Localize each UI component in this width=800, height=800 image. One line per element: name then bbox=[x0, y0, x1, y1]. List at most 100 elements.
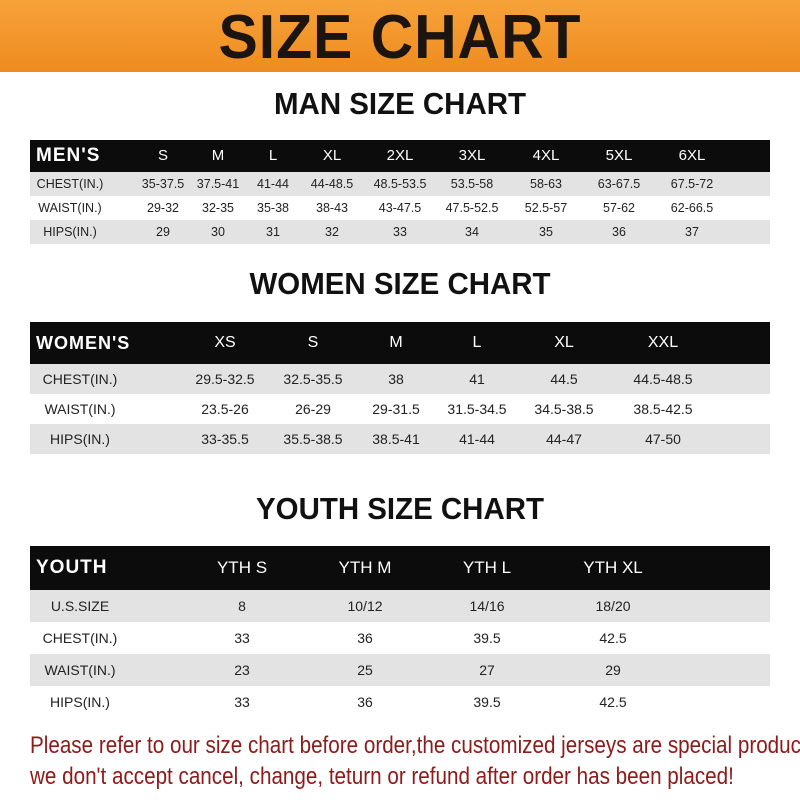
size-header: XS bbox=[214, 334, 236, 351]
table-cell: 33 bbox=[234, 630, 250, 646]
size-header: 4XL bbox=[532, 147, 560, 164]
table-row: CHEST(IN.) 33 36 39.5 42.5 bbox=[30, 622, 770, 654]
table-cell: 44-47 bbox=[546, 431, 582, 447]
table-cell: 47-50 bbox=[645, 431, 681, 447]
men-section-title: MAN SIZE CHART bbox=[274, 86, 526, 121]
men-size-table: MEN'S S M L XL 2XL 3XL 4XL 5XL 6XL CHEST(IN.) 35-37… bbox=[30, 140, 770, 244]
table-cell: 34.5-38.5 bbox=[534, 401, 594, 417]
table-row: HIPS(IN.) 33 36 39.5 42.5 bbox=[30, 686, 770, 718]
table-cell: 29-31.5 bbox=[372, 401, 420, 417]
size-header: L bbox=[268, 147, 278, 164]
table-cell: 25 bbox=[357, 662, 373, 678]
table-cell: 27 bbox=[479, 662, 495, 678]
table-cell: 39.5 bbox=[473, 630, 501, 646]
table-cell: 23 bbox=[234, 662, 250, 678]
table-cell: 44.5 bbox=[550, 371, 578, 387]
row-label: CHEST(IN.) bbox=[42, 630, 118, 646]
row-label: HIPS(IN.) bbox=[50, 694, 110, 710]
youth-header-row: YOUTH YTH S YTH M YTH L YTH XL bbox=[30, 546, 770, 590]
table-cell: 42.5 bbox=[599, 630, 627, 646]
table-cell: 33 bbox=[393, 225, 407, 239]
table-cell: 62-66.5 bbox=[670, 201, 714, 215]
size-header: S bbox=[157, 147, 169, 164]
row-label: WAIST(IN.) bbox=[44, 662, 116, 678]
table-cell: 38 bbox=[388, 371, 404, 387]
table-row: HIPS(IN.) 33-35.5 35.5-38.5 38.5-41 41-44 44-… bbox=[30, 424, 770, 454]
table-row: WAIST(IN.) 23.5-26 26-29 29-31.5 31.5-34.5 34… bbox=[30, 394, 770, 424]
table-cell: 42.5 bbox=[599, 694, 627, 710]
row-label: U.S.SIZE bbox=[50, 598, 110, 614]
women-section-title: WOMEN SIZE CHART bbox=[249, 266, 551, 301]
table-cell: 29.5-32.5 bbox=[195, 371, 255, 387]
table-cell: 44.5-48.5 bbox=[633, 371, 693, 387]
women-size-table: WOMEN'S XS S M L XL XXL CHEST(IN.) 29.5-32.5 32.5… bbox=[30, 322, 770, 454]
table-cell: 44-48.5 bbox=[310, 177, 354, 191]
table-cell: 57-62 bbox=[603, 201, 635, 215]
youth-size-table: YOUTH YTH S YTH M YTH L YTH XL U.S.SIZE 8 10/12… bbox=[30, 546, 770, 718]
size-header: YTH L bbox=[462, 558, 512, 577]
table-cell: 32-35 bbox=[202, 201, 234, 215]
table-cell: 38.5-41 bbox=[372, 431, 420, 447]
table-cell: 32.5-35.5 bbox=[283, 371, 343, 387]
table-row: CHEST(IN.) 35-37.5 37.5-41 41-44 44-48.5 48.5… bbox=[30, 172, 770, 196]
table-cell: 35-38 bbox=[257, 201, 289, 215]
size-header: XL bbox=[554, 334, 574, 351]
table-cell: 30 bbox=[211, 225, 225, 239]
size-header: 5XL bbox=[605, 147, 633, 164]
table-cell: 35-37.5 bbox=[141, 177, 185, 191]
table-cell: 35 bbox=[539, 225, 553, 239]
table-cell: 36 bbox=[357, 630, 373, 646]
table-cell: 58-63 bbox=[530, 177, 562, 191]
size-header: S bbox=[307, 334, 319, 351]
table-cell: 8 bbox=[238, 598, 246, 614]
women-header-label: WOMEN'S bbox=[36, 333, 131, 353]
size-header: M bbox=[211, 147, 225, 164]
table-cell: 32 bbox=[325, 225, 339, 239]
table-cell: 36 bbox=[357, 694, 373, 710]
table-cell: 33 bbox=[234, 694, 250, 710]
table-cell: 37.5-41 bbox=[196, 177, 240, 191]
row-label: HIPS(IN.) bbox=[43, 225, 97, 239]
table-cell: 35.5-38.5 bbox=[283, 431, 343, 447]
size-header: L bbox=[472, 334, 482, 351]
table-row: WAIST(IN.) 29-32 32-35 35-38 38-43 43-47.5 47.… bbox=[30, 196, 770, 220]
table-cell: 31.5-34.5 bbox=[447, 401, 507, 417]
size-header: XL bbox=[322, 147, 342, 164]
table-cell: 48.5-53.5 bbox=[373, 177, 427, 191]
row-label: HIPS(IN.) bbox=[50, 431, 110, 447]
table-cell: 29 bbox=[156, 225, 170, 239]
row-label: WAIST(IN.) bbox=[44, 401, 116, 417]
table-cell: 43-47.5 bbox=[378, 201, 422, 215]
table-cell: 14/16 bbox=[469, 598, 505, 614]
size-header: 6XL bbox=[678, 147, 706, 164]
men-header-label: MEN'S bbox=[36, 145, 101, 166]
row-label: WAIST(IN.) bbox=[38, 201, 102, 215]
size-header: YTH M bbox=[338, 558, 392, 577]
table-cell: 41-44 bbox=[257, 177, 289, 191]
size-header: YTH XL bbox=[583, 558, 643, 577]
size-header: 2XL bbox=[386, 147, 414, 164]
row-label: CHEST(IN.) bbox=[42, 371, 118, 387]
youth-section-title: YOUTH SIZE CHART bbox=[256, 491, 544, 526]
table-cell: 52.5-57 bbox=[524, 201, 568, 215]
size-header: M bbox=[389, 334, 403, 351]
table-cell: 63-67.5 bbox=[597, 177, 641, 191]
table-cell: 39.5 bbox=[473, 694, 501, 710]
table-cell: 31 bbox=[266, 225, 280, 239]
table-cell: 67.5-72 bbox=[670, 177, 714, 191]
notice-line-2: we don't accept cancel, change, teturn o… bbox=[30, 763, 734, 790]
table-cell: 34 bbox=[465, 225, 479, 239]
table-cell: 37 bbox=[685, 225, 699, 239]
table-cell: 29 bbox=[605, 662, 621, 678]
table-cell: 36 bbox=[612, 225, 626, 239]
table-cell: 10/12 bbox=[347, 598, 383, 614]
table-row: CHEST(IN.) 29.5-32.5 32.5-35.5 38 41 44.5 44.5… bbox=[30, 364, 770, 394]
size-header: XXL bbox=[647, 334, 679, 351]
youth-header-label: YOUTH bbox=[36, 557, 108, 578]
table-cell: 47.5-52.5 bbox=[445, 201, 499, 215]
table-cell: 33-35.5 bbox=[201, 431, 249, 447]
table-cell: 18/20 bbox=[595, 598, 631, 614]
table-cell: 38.5-42.5 bbox=[633, 401, 693, 417]
row-label: CHEST(IN.) bbox=[36, 177, 104, 191]
notice-line-1: Please refer to our size chart before or… bbox=[30, 732, 800, 759]
